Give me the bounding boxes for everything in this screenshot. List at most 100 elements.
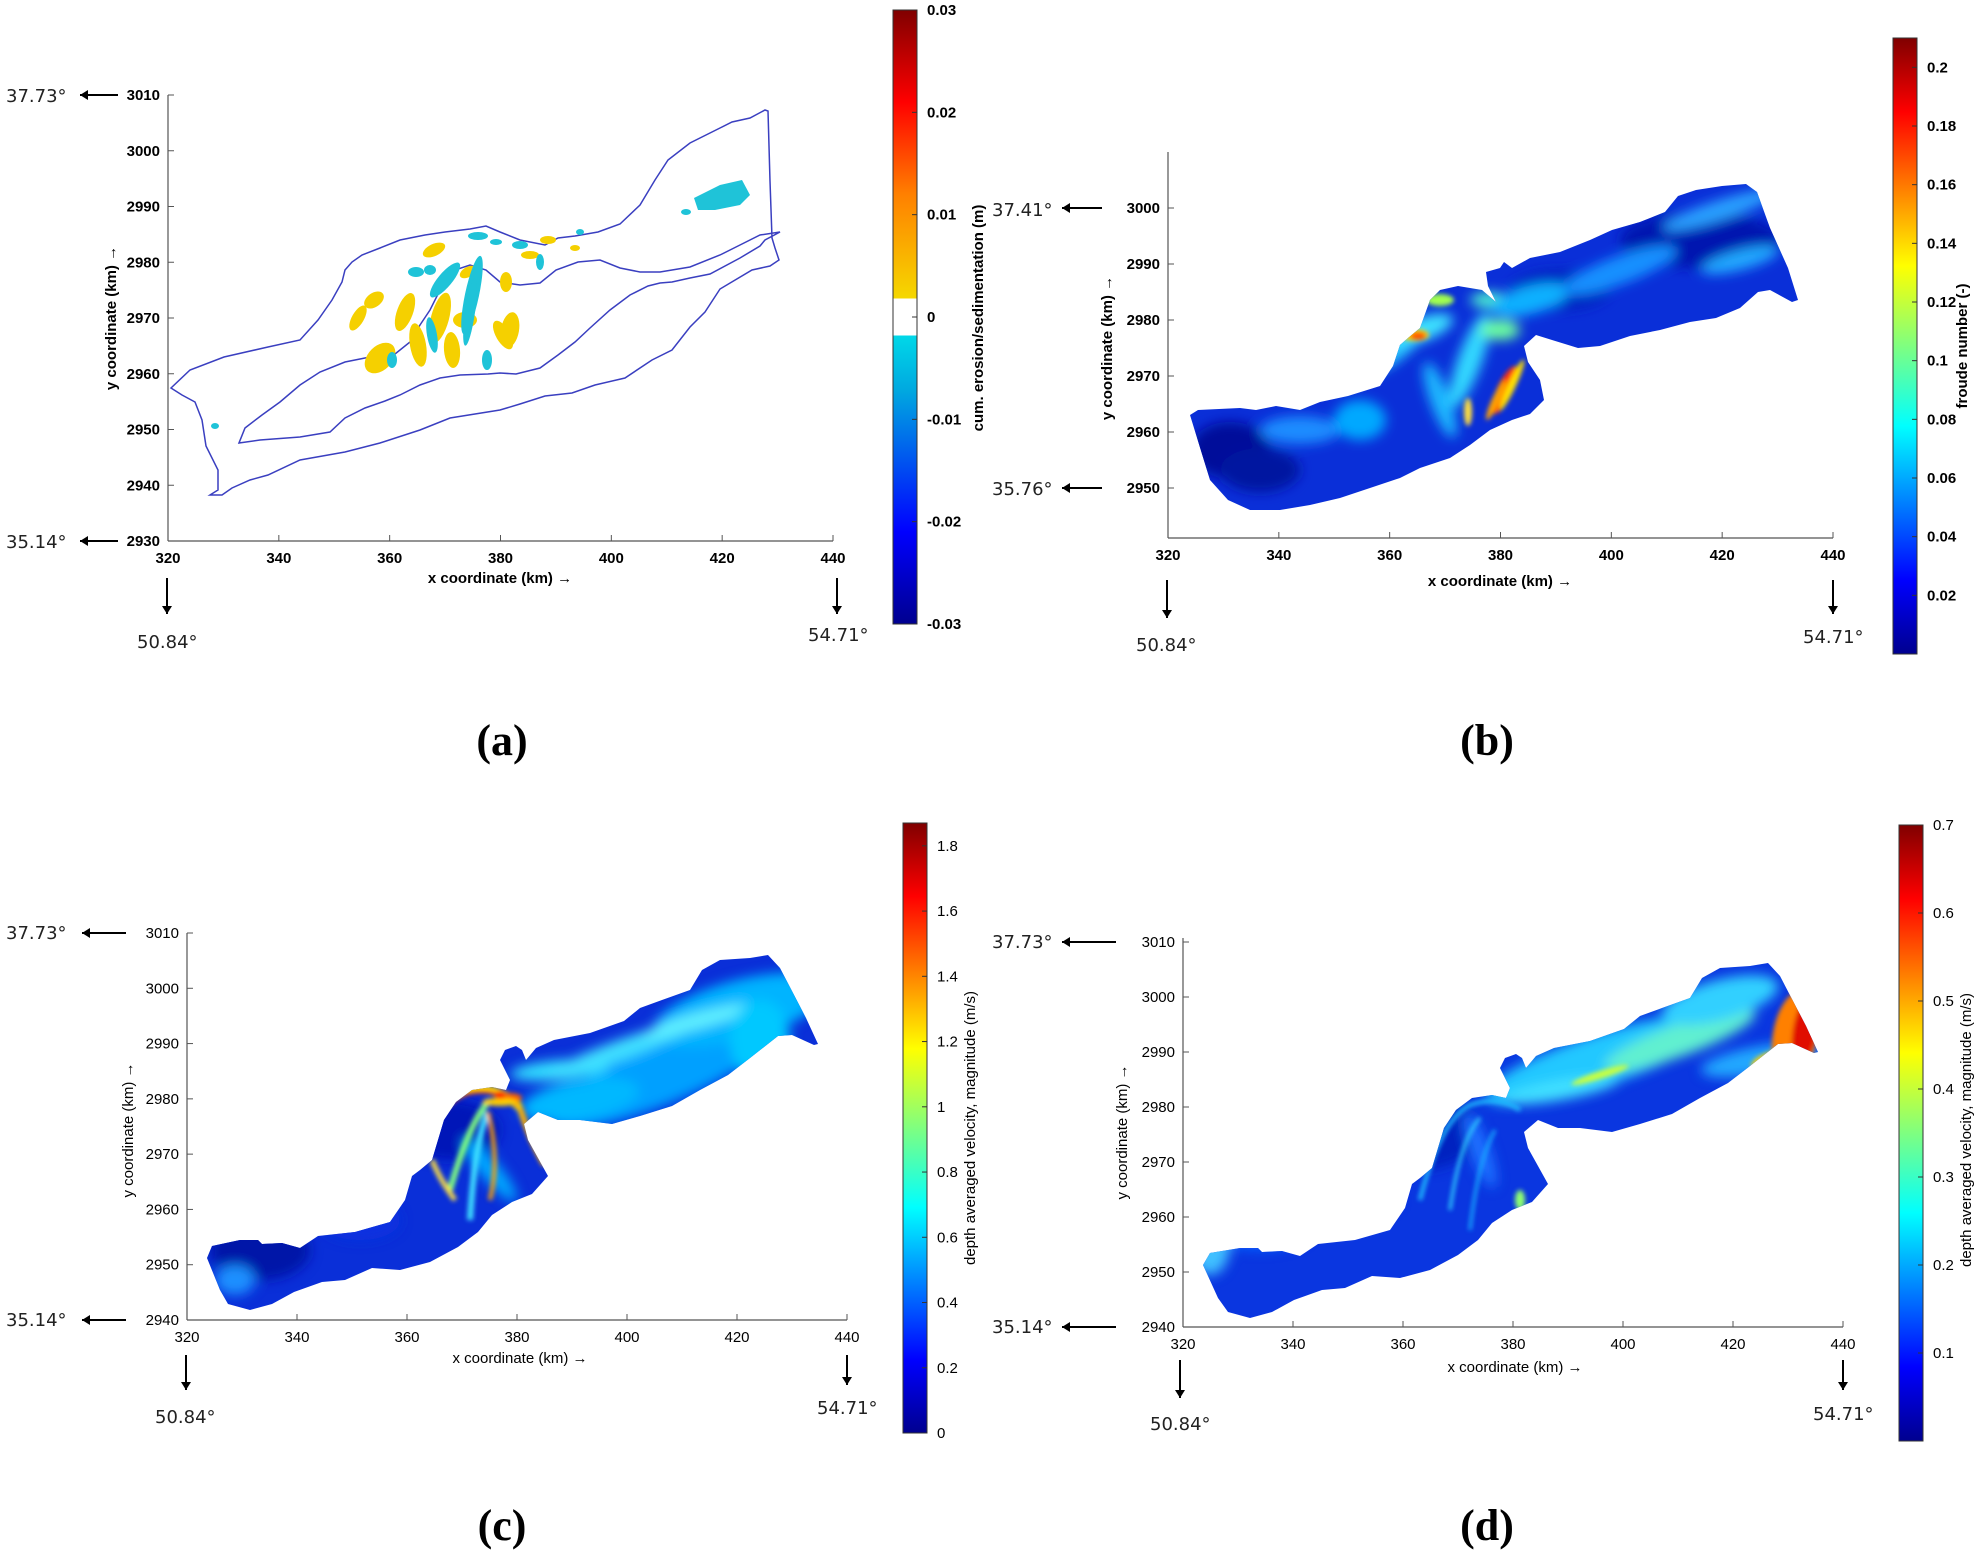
y-tick-label: 2930	[127, 533, 160, 550]
arrowhead	[1828, 606, 1838, 614]
arrowhead	[1838, 1382, 1848, 1390]
y-tick-label: 2960	[1127, 424, 1160, 441]
colorbar-label: depth averaged velocity, magnitude (m/s)	[962, 991, 979, 1265]
x-tick-labels: 320 340 360 380 400 420 440	[1155, 532, 1846, 564]
geo-annotations: 37.41° 35.76° 50.84° 54.71°	[992, 200, 1864, 656]
y-tick-label: 3000	[1127, 200, 1160, 217]
colorbar-tick-label: 0.2	[1927, 59, 1948, 76]
colorbar-tick-label: 0.3	[1933, 1169, 1954, 1186]
geo-top-label: 37.73°	[992, 932, 1053, 953]
arrowhead	[832, 606, 842, 614]
colorbar-label: cum. erosion/sedimentation (m)	[970, 205, 987, 432]
y-tick-label: 2940	[127, 477, 160, 494]
erosion-patch	[424, 265, 436, 275]
y-tick-label: 3010	[146, 925, 179, 942]
erosion-patch	[387, 352, 397, 368]
colorbar-tick-label: 0	[937, 1425, 945, 1442]
arrowhead	[842, 1377, 852, 1385]
erosion-patch	[463, 278, 477, 346]
y-tick-label: 3010	[1142, 934, 1175, 951]
geo-top-label: 37.73°	[6, 86, 67, 107]
x-tick-labels: 320 340 360 380 400 420 440	[155, 535, 846, 567]
sedimentation-patch	[394, 293, 416, 331]
erosion-patch	[468, 232, 488, 240]
colorbar-tick-label: 1.6	[937, 903, 958, 920]
x-tick-label: 420	[1710, 547, 1735, 564]
y-tick-labels: 3010 3000 2990 2980 2970 2960 2950 2940	[146, 925, 193, 1329]
y-tick-label: 2960	[1142, 1209, 1175, 1226]
y-tick-label: 2990	[1142, 1044, 1175, 1061]
geo-left-label: 50.84°	[155, 1407, 216, 1428]
colorbar-tick-label: 0.6	[937, 1229, 958, 1246]
colorbar-tick-label: 0.04	[1927, 529, 1957, 546]
colorbar-tick-label: 0	[927, 309, 935, 326]
x-tick-label: 440	[1830, 1336, 1855, 1353]
x-tick-label: 320	[1155, 547, 1180, 564]
sedimentation-patch	[570, 245, 580, 251]
sedimentation-patch	[349, 305, 367, 331]
colorbar-tick-label: 0.6	[1933, 905, 1954, 922]
x-axis-label: x coordinate (km) →	[1428, 573, 1572, 590]
colorbar-tick-label: 0.01	[927, 207, 956, 224]
panel-label: (a)	[476, 716, 527, 765]
x-tick-label: 320	[155, 550, 180, 567]
geo-right-label: 54.71°	[817, 1398, 878, 1419]
arrowhead	[1062, 203, 1070, 213]
arrowhead	[1062, 937, 1070, 947]
x-tick-label: 400	[1599, 547, 1624, 564]
x-tick-label: 420	[724, 1329, 749, 1346]
colorbar-tick-label: 0.1	[1927, 353, 1948, 370]
y-tick-label: 2970	[146, 1146, 179, 1163]
arrowhead	[82, 928, 90, 938]
colorbar-tick-label: 0.08	[1927, 411, 1956, 428]
y-tick-label: 2960	[127, 366, 160, 383]
geo-right-label: 54.71°	[808, 625, 869, 646]
erosion-patch	[512, 241, 528, 249]
y-tick-label: 2970	[127, 310, 160, 327]
colorbar-tick-label: 0.02	[927, 104, 956, 121]
geo-top-label: 37.73°	[6, 923, 67, 944]
geo-bottom-label: 35.76°	[992, 479, 1053, 500]
x-tick-label: 380	[1488, 547, 1513, 564]
sedimentation-patch	[521, 251, 539, 259]
arrowhead	[1162, 610, 1172, 618]
y-tick-label: 2990	[1127, 256, 1160, 273]
x-tick-label: 400	[1610, 1336, 1635, 1353]
velocity-field	[1203, 963, 1818, 1318]
y-tick-label: 2950	[1142, 1264, 1175, 1281]
sedimentation-patch	[364, 342, 396, 374]
panel-label: (d)	[1460, 1501, 1514, 1550]
y-tick-label: 2970	[1127, 368, 1160, 385]
x-tick-label: 360	[377, 550, 402, 567]
y-tick-labels: 3000 2990 2980 2970 2960 2950	[1127, 200, 1174, 497]
x-tick-label: 420	[710, 550, 735, 567]
sedimentation-patch	[500, 272, 512, 292]
x-tick-labels: 320 340 360 380 400 420 440	[1170, 1321, 1856, 1353]
colorbar-tick-label: 0.1	[1933, 1345, 1954, 1362]
y-tick-label: 2980	[146, 1091, 179, 1108]
arrowhead	[82, 1315, 90, 1325]
y-tick-label: 3000	[1142, 989, 1175, 1006]
x-tick-label: 340	[266, 550, 291, 567]
x-axis-label: x coordinate (km) →	[452, 1350, 587, 1367]
panel-label: (b)	[1460, 716, 1514, 765]
x-axis-label: x coordinate (km) →	[428, 570, 572, 587]
colorbar-tick-label: 0.2	[937, 1360, 958, 1377]
x-tick-label: 320	[1170, 1336, 1195, 1353]
colorbar-tick-label: 0.8	[937, 1164, 958, 1181]
colorbar	[1892, 37, 1918, 655]
y-axis-label: y coordinate (km) →	[120, 1062, 137, 1197]
velocity-field	[207, 955, 818, 1310]
sedimentation-patch	[540, 236, 556, 244]
y-tick-label: 2970	[1142, 1154, 1175, 1171]
erosion-patch	[536, 254, 544, 270]
x-tick-label: 400	[614, 1329, 639, 1346]
arrowhead	[1062, 483, 1070, 493]
arrowhead	[181, 1382, 191, 1390]
sedimentation-patch	[364, 291, 384, 309]
geo-annotations: 37.73° 35.14° 50.84° 54.71°	[6, 86, 869, 653]
geo-annotations: 37.73° 35.14° 50.84° 54.71°	[6, 923, 878, 1428]
colorbar-tick-labels: 0.03 0.02 0.01 0 -0.01 -0.02 -0.03	[912, 2, 961, 633]
x-tick-labels: 320 340 360 380 400 420 440	[174, 1314, 860, 1346]
